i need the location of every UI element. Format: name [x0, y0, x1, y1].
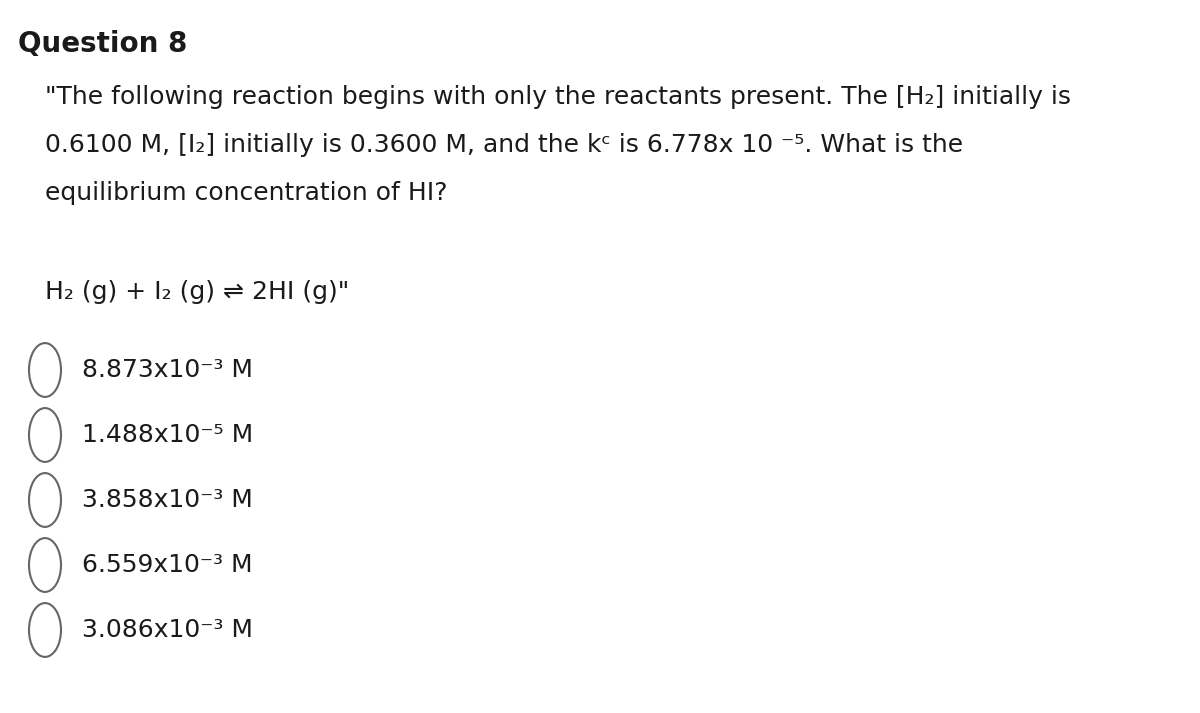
Text: "The following reaction begins with only the reactants present. The [H₂] initial: "The following reaction begins with only…	[46, 85, 1072, 109]
Text: 0.6100 M, [I₂] initially is 0.3600 M, and the kᶜ is 6.778x 10 ⁻⁵. What is the: 0.6100 M, [I₂] initially is 0.3600 M, an…	[46, 133, 964, 157]
Text: Question 8: Question 8	[18, 30, 187, 58]
Text: 6.559x10⁻³ M: 6.559x10⁻³ M	[82, 553, 253, 577]
Text: H₂ (g) + I₂ (g) ⇌ 2HI (g)": H₂ (g) + I₂ (g) ⇌ 2HI (g)"	[46, 280, 349, 304]
Text: 8.873x10⁻³ M: 8.873x10⁻³ M	[82, 358, 253, 382]
Text: 3.086x10⁻³ M: 3.086x10⁻³ M	[82, 618, 253, 642]
Text: 3.858x10⁻³ M: 3.858x10⁻³ M	[82, 488, 253, 512]
Text: equilibrium concentration of HI?: equilibrium concentration of HI?	[46, 181, 448, 205]
Text: 1.488x10⁻⁵ M: 1.488x10⁻⁵ M	[82, 423, 253, 447]
